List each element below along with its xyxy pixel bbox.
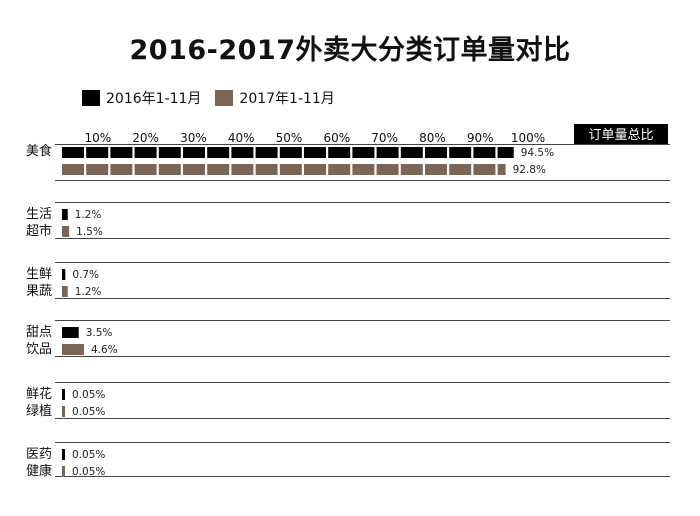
x-tick-label: 10%: [84, 131, 111, 145]
bar-segment: [449, 164, 472, 175]
x-tick-label: 70%: [371, 131, 398, 145]
data-label: 4.6%: [91, 344, 118, 356]
data-label: 1.2%: [75, 209, 102, 221]
category-label: 超市: [26, 223, 52, 239]
bar-segment: [255, 164, 278, 175]
legend-entry-2017: 2017年1-11月: [215, 88, 335, 108]
legend-swatch-2016: [82, 90, 100, 106]
data-label: 1.5%: [76, 226, 103, 238]
bar-segment: [449, 147, 472, 158]
legend-label-2017: 2017年1-11月: [239, 91, 335, 107]
category-label: 医药: [26, 447, 52, 462]
bar-segment: [134, 147, 157, 158]
bar-segment: [279, 164, 302, 175]
bar-segment: [86, 164, 109, 175]
category-label: 甜点: [26, 324, 52, 340]
bar: [62, 449, 65, 460]
bar: [62, 286, 68, 297]
category-label: 生活: [26, 207, 52, 222]
category-label: 饮品: [26, 342, 52, 357]
category-label: 生鲜: [26, 267, 52, 282]
bar-segment: [352, 147, 375, 158]
data-label: 0.05%: [72, 449, 105, 461]
x-tick-label: 80%: [419, 131, 446, 145]
bar-segment: [110, 164, 133, 175]
bar-segment: [304, 147, 326, 158]
bar-segment: [62, 164, 84, 175]
bar-segment: [328, 164, 351, 175]
bar-segment: [376, 147, 399, 158]
category-label: 健康: [26, 463, 52, 479]
bar-segment: [473, 147, 496, 158]
data-label: 0.7%: [72, 269, 99, 281]
x-tick-label: 40%: [228, 131, 255, 145]
category-label: 果蔬: [26, 284, 52, 299]
bar-segment: [158, 147, 181, 158]
bar-segment: [158, 164, 181, 175]
bar-segment: [400, 164, 423, 175]
bar-segment: [425, 147, 447, 158]
bar-segment: [255, 147, 278, 158]
bar-segment: [207, 164, 230, 175]
legend-swatch-2017: [215, 90, 234, 106]
data-label: 0.05%: [72, 466, 105, 478]
x-tick-label: 50%: [276, 131, 303, 145]
bar-segment: [279, 147, 302, 158]
bar: [62, 327, 79, 338]
bar-segment: [400, 147, 423, 158]
category-label: 鲜花: [26, 386, 52, 402]
x-tick-label: 20%: [132, 131, 159, 145]
x-tick-label: 90%: [467, 131, 494, 145]
legend-label-2016: 2016年1-11月: [106, 91, 202, 107]
x-tick-label: 30%: [180, 131, 207, 145]
data-label: 0.05%: [72, 406, 105, 418]
x-tick-label: 60%: [323, 131, 350, 145]
bar-segment: [207, 147, 230, 158]
bar-segment: [231, 164, 254, 175]
bar-segment: [304, 164, 326, 175]
axis-title: 订单量总比: [588, 128, 653, 143]
x-tick-label: 100%: [511, 131, 545, 145]
bar: [62, 209, 68, 220]
bar-segment: [497, 164, 506, 175]
bar-segment: [183, 147, 205, 158]
bar-segment: [86, 147, 109, 158]
chart-title: 2016-2017外卖大分类订单量对比: [129, 35, 571, 66]
bar-segment: [376, 164, 399, 175]
bar: [62, 226, 70, 237]
category-label: 美食: [26, 143, 52, 159]
bar-segment: [497, 147, 514, 158]
data-label: 3.5%: [86, 327, 113, 339]
bar: [62, 389, 65, 400]
bar: [62, 466, 65, 477]
legend: 2016年1-11月 2017年1-11月: [82, 88, 349, 108]
bar-segment: [62, 147, 84, 158]
bar: [62, 406, 65, 417]
data-label: 94.5%: [521, 147, 554, 159]
category-label: 绿植: [26, 404, 52, 419]
data-label: 1.2%: [75, 286, 102, 298]
bar: [62, 269, 66, 280]
bar-segment: [352, 164, 375, 175]
bar-segment: [110, 147, 133, 158]
bar-segment: [183, 164, 205, 175]
bar-segment: [134, 164, 157, 175]
data-label: 92.8%: [513, 164, 546, 176]
data-label: 0.05%: [72, 389, 105, 401]
bar-segment: [425, 164, 447, 175]
legend-entry-2016: 2016年1-11月: [82, 88, 201, 108]
bar-segment: [231, 147, 254, 158]
bar: [62, 344, 84, 355]
bar-segment: [473, 164, 496, 175]
axis-title-box: [574, 124, 668, 144]
bar-segment: [328, 147, 351, 158]
